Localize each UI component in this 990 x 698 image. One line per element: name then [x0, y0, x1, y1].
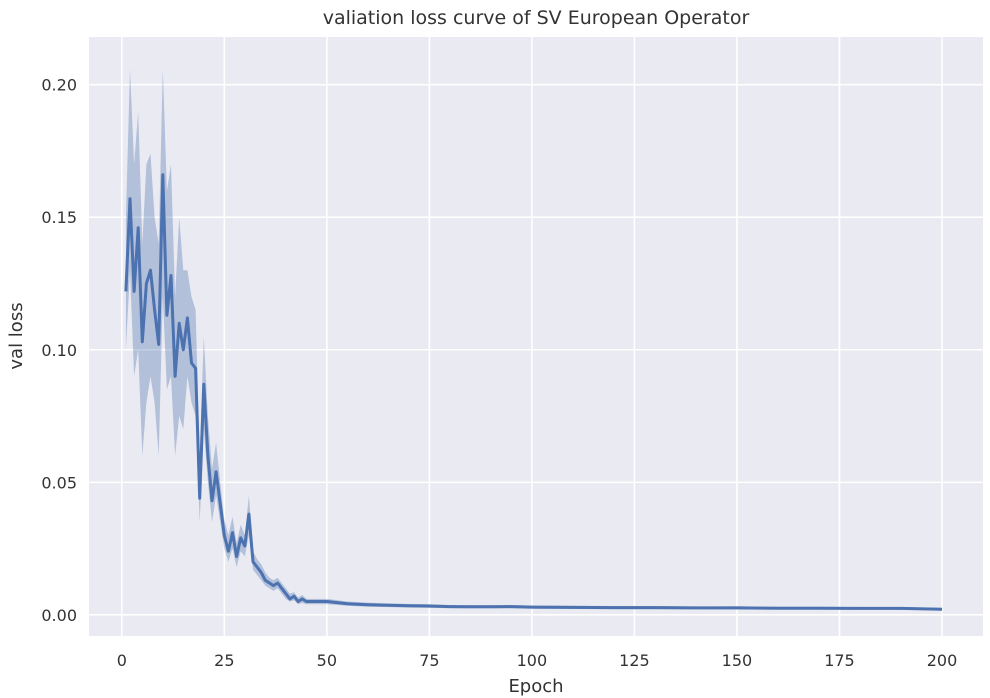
x-tick-label: 125 [619, 651, 650, 670]
x-tick-label: 0 [117, 651, 127, 670]
y-tick-label: 0.15 [41, 208, 77, 227]
x-tick-label: 150 [722, 651, 753, 670]
y-tick-labels: 0.00 0.05 0.10 0.15 0.20 [41, 76, 77, 625]
y-tick-label: 0.05 [41, 473, 77, 492]
vertical-gridlines [121, 37, 943, 636]
plot-background [89, 37, 983, 636]
y-axis-label: val loss [6, 302, 27, 369]
series-line [124, 173, 943, 611]
x-tick-label: 50 [317, 651, 337, 670]
y-tick-label: 0.10 [41, 341, 77, 360]
y-tick-label: 0.00 [41, 606, 77, 625]
x-tick-label: 25 [214, 651, 234, 670]
y-tick-label: 0.20 [41, 76, 77, 95]
chart-title: valiation loss curve of SV European Oper… [323, 7, 750, 29]
x-tick-label: 75 [419, 651, 439, 670]
x-tick-label: 175 [824, 651, 855, 670]
x-axis-label: Epoch [508, 676, 563, 697]
x-tick-label: 100 [517, 651, 548, 670]
x-tick-label: 200 [927, 651, 958, 670]
horizontal-gridlines [89, 83, 983, 616]
x-tick-labels: 0 25 50 75 100 125 150 175 200 [117, 651, 958, 670]
